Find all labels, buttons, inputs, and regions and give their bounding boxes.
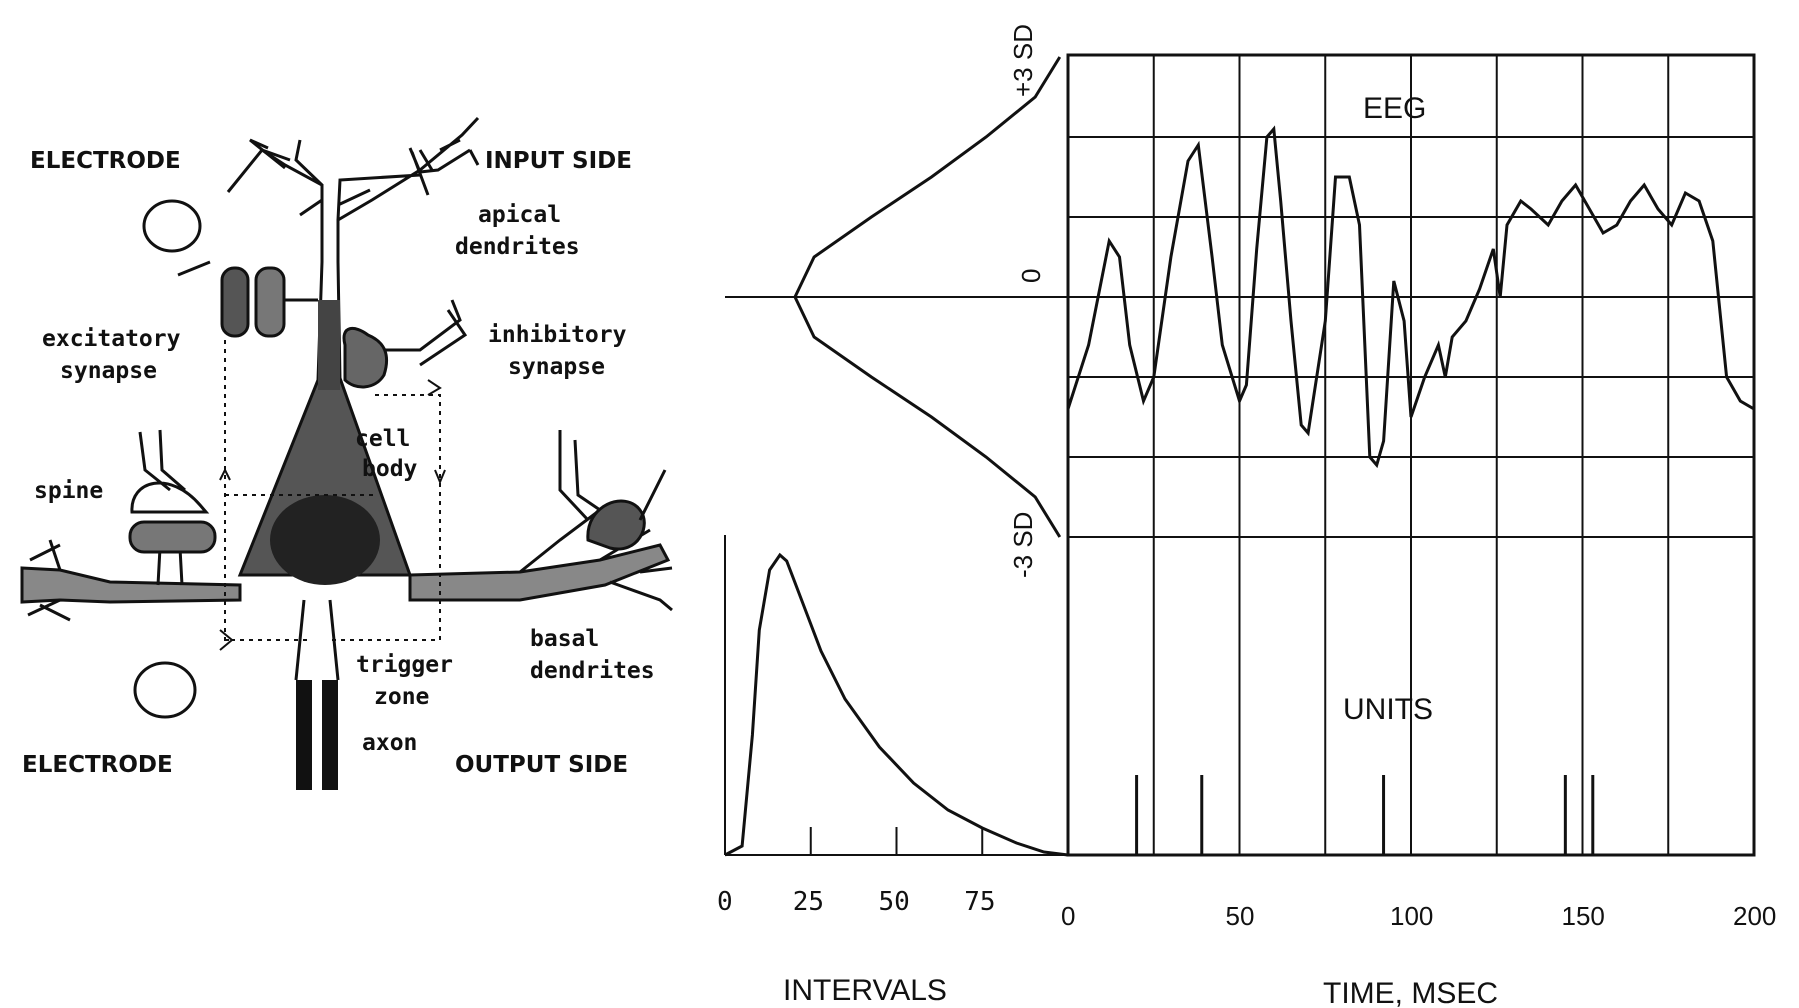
output-side-label: OUTPUT SIDE	[455, 752, 628, 778]
interval-distribution-curve	[724, 552, 1069, 857]
inhibitory-synapse-icon	[342, 326, 389, 389]
neuron-diagram: ELECTRODE INPUT SIDE apical dendrites ex…	[20, 116, 673, 790]
basal-dendrite-left-branches	[27, 539, 71, 622]
interval-tick-labels: 0 25 50 75	[717, 887, 996, 917]
time-tick-label: 0	[1061, 901, 1075, 931]
excitatory-label-1: excitatory	[42, 326, 181, 352]
time-tick-label: 100	[1390, 901, 1433, 931]
excitatory-label-2: synapse	[60, 358, 157, 384]
basal-dendrite-right	[408, 543, 671, 602]
current-arrowheads	[219, 379, 446, 651]
cell-nucleus	[270, 495, 380, 585]
electrode-top-label: ELECTRODE	[30, 148, 181, 174]
trigger-zone	[294, 599, 340, 681]
current-flow-dashed	[224, 340, 441, 641]
unit-spikes	[1135, 775, 1595, 855]
basal-synapse-axon	[558, 430, 667, 522]
cell-label-2: body	[362, 456, 418, 482]
time-axis-label: TIME, MSEC	[1323, 977, 1498, 1008]
eeg-title: EEG	[1363, 92, 1426, 125]
cell-label-1: cell	[355, 426, 410, 452]
spine	[156, 547, 184, 586]
apical-label-2: dendrites	[455, 234, 580, 260]
eeg-grid	[1066, 53, 1756, 857]
basal-label-1: basal	[530, 626, 599, 652]
excitatory-synapse-icon	[220, 266, 250, 338]
axon-left	[296, 680, 312, 790]
input-side-label: INPUT SIDE	[485, 148, 632, 174]
interval-tick-marks	[809, 827, 984, 855]
axon-right	[322, 680, 338, 790]
trigger-label-1: trigger	[356, 652, 453, 678]
time-tick-label: 200	[1733, 901, 1776, 931]
electrode-bottom-label: ELECTRODE	[22, 752, 173, 778]
electrode-bottom-icon	[133, 661, 197, 719]
inhibitory-label-2: synapse	[508, 354, 605, 380]
sd-top-label: +3 SD	[1008, 24, 1038, 97]
apical-stem	[318, 300, 340, 390]
time-tick-label: 50	[1226, 901, 1255, 931]
spine-label: spine	[34, 478, 103, 504]
charts: EEG UNITS +3 SD 0 -3 SD INTERVALS TIME, …	[717, 24, 1776, 1008]
apical-dendrites	[261, 116, 480, 262]
basal-label-2: dendrites	[530, 658, 655, 684]
spine-bouton	[130, 429, 210, 514]
apical-branches	[226, 138, 480, 196]
inhibitory-label-1: inhibitory	[488, 322, 627, 348]
basal-dendrite-left	[20, 566, 242, 604]
interval-tick-label: 75	[964, 887, 995, 917]
interval-tick-label: 0	[717, 887, 733, 917]
units-title: UNITS	[1343, 693, 1433, 726]
basal-synapse-icon	[586, 499, 646, 551]
interval-tick-label: 25	[793, 887, 824, 917]
apical-label-1: apical	[478, 202, 561, 228]
time-tick-labels: 0 50 100 150 200	[1061, 901, 1776, 931]
excitatory-synapse-icon-2	[254, 266, 286, 338]
sd-bottom-label: -3 SD	[1008, 512, 1038, 578]
inhibitory-synapse-axon	[384, 299, 468, 367]
eeg-trace	[1066, 125, 1755, 469]
interval-tick-label: 50	[879, 887, 910, 917]
excitatory-synapse-stalk	[177, 260, 318, 302]
axon-label: axon	[362, 730, 417, 756]
intervals-axis-label: INTERVALS	[783, 974, 947, 1007]
electrode-top-icon	[142, 199, 202, 253]
time-tick-label: 150	[1562, 901, 1605, 931]
sd-zero-label: 0	[1016, 269, 1046, 283]
trigger-label-2: zone	[374, 684, 429, 710]
spine-head-icon	[128, 520, 217, 554]
